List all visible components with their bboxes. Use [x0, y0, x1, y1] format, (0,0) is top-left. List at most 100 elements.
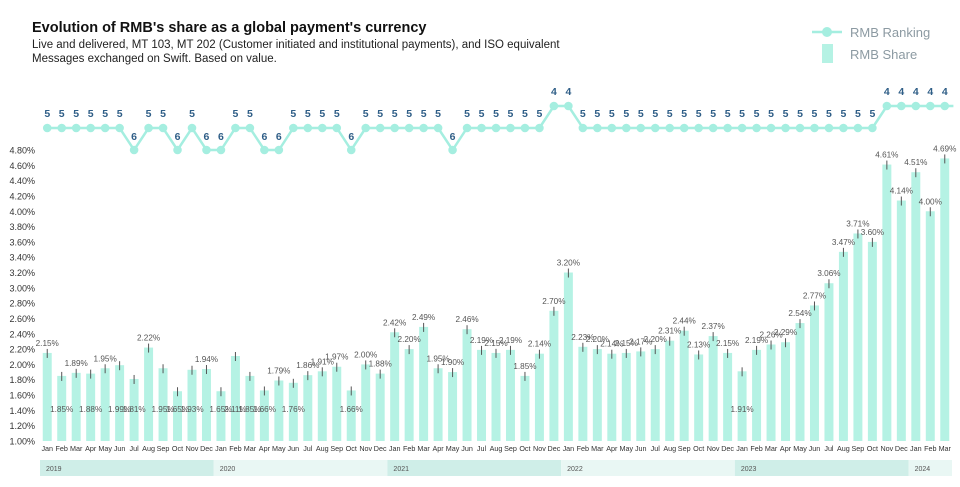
bar-value-label: 1.95% [426, 354, 449, 363]
ranking-point [925, 101, 935, 111]
x-tick-label: Jan [41, 444, 53, 453]
bar-value-label: 2.19% [470, 336, 493, 345]
bar-value-label: 1.95% [151, 405, 174, 414]
legend-ranking-icon [812, 27, 842, 37]
x-tick-label: May [619, 444, 633, 453]
x-tick-label: Sep [157, 444, 170, 453]
year-label: 2024 [915, 466, 931, 473]
bar-value-label: 2.14% [528, 340, 551, 349]
bar-value-label: 2.22% [137, 334, 160, 343]
x-tick-label: Jul [824, 444, 834, 453]
ranking-label: 5 [841, 108, 847, 120]
ranking-point [274, 145, 284, 155]
legend-ranking-label: RMB Ranking [850, 25, 930, 40]
x-tick-label: Mar [765, 444, 778, 453]
ranking-point [882, 101, 892, 111]
y-tick-label: 4.00% [9, 207, 35, 217]
share-bar [505, 349, 515, 441]
ranking-label: 5 [681, 108, 687, 120]
x-tick-label: Jun [635, 444, 647, 453]
x-tick-label: Dec [374, 444, 387, 453]
x-tick-label: Feb [229, 444, 241, 453]
x-tick-label: Nov [533, 444, 546, 453]
y-tick-label: 3.20% [9, 268, 35, 278]
ranking-label: 5 [855, 108, 861, 120]
bar-value-label: 2.19% [499, 336, 522, 345]
year-label: 2020 [220, 466, 236, 473]
x-tick-label: Dec [721, 444, 734, 453]
x-tick-label: May [272, 444, 286, 453]
ranking-label: 5 [725, 108, 731, 120]
ranking-point [332, 123, 342, 133]
ranking-point [115, 123, 124, 133]
share-bar [853, 233, 863, 441]
ranking-point [737, 123, 747, 133]
ranking-point [549, 101, 559, 111]
bar-value-label: 4.00% [919, 197, 942, 206]
x-tick-label: Oct [346, 444, 357, 453]
bar-value-label: 1.66% [340, 405, 363, 414]
year-label: 2023 [741, 466, 757, 473]
x-tick-label: Jan [910, 444, 922, 453]
ranking-label: 5 [696, 108, 702, 120]
ranking-label: 5 [392, 108, 398, 120]
ranking-point [766, 123, 776, 133]
ranking-label: 5 [363, 108, 369, 120]
bar-value-label: 1.86% [296, 361, 319, 370]
ranking-label: 6 [131, 131, 137, 143]
share-bar [462, 329, 472, 441]
chart-title: Evolution of RMB's share as a global pay… [32, 20, 427, 36]
share-bar [940, 158, 950, 441]
bar-value-label: 2.31% [658, 327, 681, 336]
x-tick-label: Aug [663, 444, 676, 453]
bar-value-label: 2.49% [412, 313, 435, 322]
ranking-point [231, 123, 240, 133]
x-tick-label: Jul [477, 444, 487, 453]
ranking-point [361, 123, 371, 133]
ranking-point [593, 123, 602, 133]
ranking-label: 5 [768, 108, 774, 120]
ranking-point [564, 101, 573, 111]
ranking-point [535, 123, 544, 133]
x-tick-label: Jan [215, 444, 227, 453]
ranking-label: 6 [218, 131, 224, 143]
y-tick-label: 2.20% [9, 345, 35, 355]
ranking-label: 5 [580, 108, 586, 120]
ranking-point [462, 123, 472, 133]
share-bar [578, 346, 588, 441]
share-bar [303, 375, 313, 441]
ranking-point [346, 145, 356, 155]
ranking-label: 4 [913, 86, 919, 98]
ranking-point [448, 145, 457, 155]
x-tick-label: Aug [490, 444, 503, 453]
ranking-label: 5 [377, 108, 383, 120]
x-tick-label: Mar [70, 444, 83, 453]
ranking-label: 5 [623, 108, 629, 120]
share-bar [882, 164, 892, 442]
bar-value-label: 2.15% [484, 339, 507, 348]
share-bar [86, 373, 96, 441]
ranking-point [940, 101, 950, 111]
share-bar [477, 349, 487, 441]
x-tick-label: Jul [129, 444, 139, 453]
share-bar [896, 200, 906, 441]
y-tick-label: 3.00% [9, 283, 35, 293]
share-bar [375, 373, 385, 441]
bar-value-label: 1.65% [166, 405, 189, 414]
bar-value-label: 1.94% [195, 355, 218, 364]
x-tick-label: Feb [750, 444, 762, 453]
bar-value-label: 1.85% [238, 405, 261, 414]
x-tick-label: Sep [852, 444, 865, 453]
bar-value-label: 4.51% [904, 158, 927, 167]
ranking-point [303, 123, 313, 133]
bar-value-label: 2.37% [702, 322, 725, 331]
ranking-label: 5 [754, 108, 760, 120]
ranking-label: 4 [565, 86, 571, 98]
ranking-point [404, 123, 414, 133]
share-bar [361, 364, 371, 441]
ranking-point [506, 123, 515, 133]
bar-value-label: 1.85% [50, 405, 73, 414]
share-bar [245, 375, 255, 441]
year-band [908, 460, 952, 476]
